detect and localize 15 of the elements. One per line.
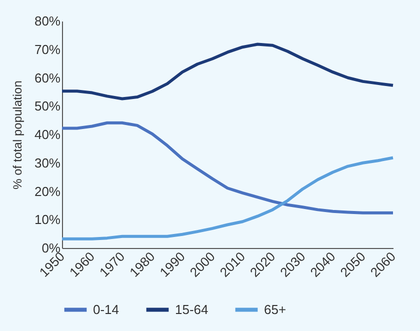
y-tick-label: 30% [34, 155, 61, 170]
y-axis-title: % of total population [10, 80, 24, 190]
y-tick-label: 40% [34, 127, 61, 142]
y-tick-label: 20% [34, 184, 61, 199]
y-tick-label: 10% [34, 212, 61, 228]
legend-label: 15-64 [175, 302, 208, 317]
line-series [60, 121, 394, 214]
line-series [60, 156, 394, 240]
legend-label: 65+ [264, 302, 286, 317]
y-tick-label: 60% [34, 70, 61, 86]
y-tick-label: 50% [34, 98, 61, 114]
line-series [60, 42, 394, 100]
legend-label: 0-14 [93, 302, 120, 317]
y-tick-label: 70% [34, 42, 61, 57]
y-tick-label: 80% [34, 14, 61, 28]
